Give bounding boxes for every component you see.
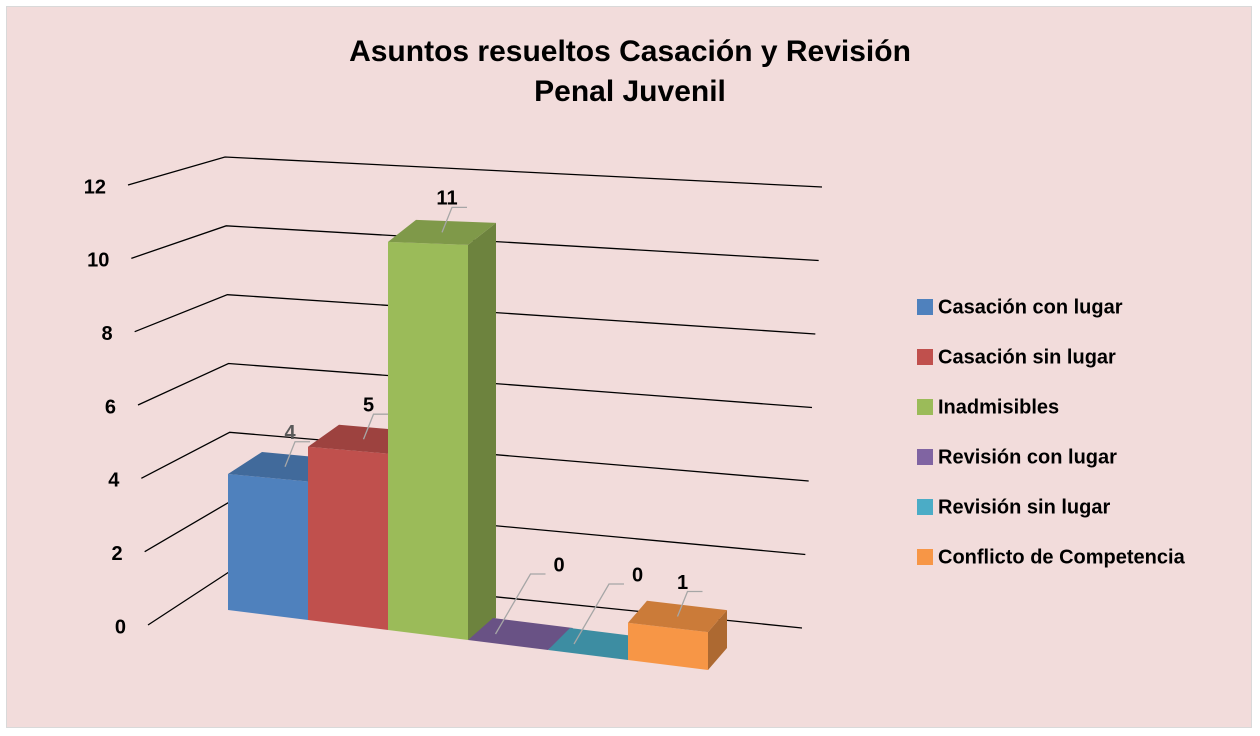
bar (388, 241, 468, 641)
y-tick-label: 12 (84, 176, 106, 198)
legend-swatch (917, 449, 933, 465)
data-label: 11 (436, 188, 457, 210)
legend-label: Revisión sin lugar (938, 496, 1110, 518)
grid-line (127, 156, 823, 188)
legend-label: Casación con lugar (938, 296, 1123, 318)
bar-side (468, 222, 496, 640)
data-label: 0 (632, 564, 643, 586)
data-label: 1 (677, 572, 688, 594)
legend-swatch (917, 549, 933, 565)
bar (228, 474, 308, 620)
legend-label: Inadmisibles (938, 396, 1059, 418)
chart-area (6, 6, 1252, 728)
data-label: 4 (284, 422, 296, 444)
grid-line (141, 431, 809, 482)
leader-line (441, 206, 467, 233)
legend-swatch (917, 349, 933, 365)
legend-swatch (917, 499, 933, 515)
y-tick-label: 10 (87, 250, 109, 272)
bar (308, 446, 388, 630)
data-label: 5 (363, 394, 374, 416)
bar-side (708, 610, 727, 670)
legend-swatch (917, 399, 933, 415)
y-tick-label: 0 (115, 616, 126, 638)
bar-top (548, 628, 650, 660)
leader-line (573, 583, 624, 645)
legend-label: Conflicto de Competencia (938, 546, 1186, 568)
data-label: 0 (554, 554, 565, 576)
leader-line (676, 590, 703, 617)
legend-label: Casación sin lugar (938, 346, 1116, 368)
grid-line (134, 294, 816, 335)
bar-top (468, 618, 573, 650)
y-tick-label: 2 (112, 543, 123, 565)
bar (628, 622, 708, 670)
leader-line (362, 413, 389, 440)
grid-line (131, 225, 819, 262)
leader-line (284, 441, 310, 467)
y-tick-label: 4 (108, 470, 120, 492)
chart-title: Asuntos resueltos Casación y Revisión Pe… (349, 35, 911, 108)
grid-line (137, 362, 813, 409)
legend-label: Revisión con lugar (938, 446, 1117, 468)
y-tick-label: 6 (105, 396, 116, 418)
y-tick-label: 8 (102, 323, 113, 345)
legend-swatch (917, 299, 933, 315)
leader-line (494, 573, 546, 635)
